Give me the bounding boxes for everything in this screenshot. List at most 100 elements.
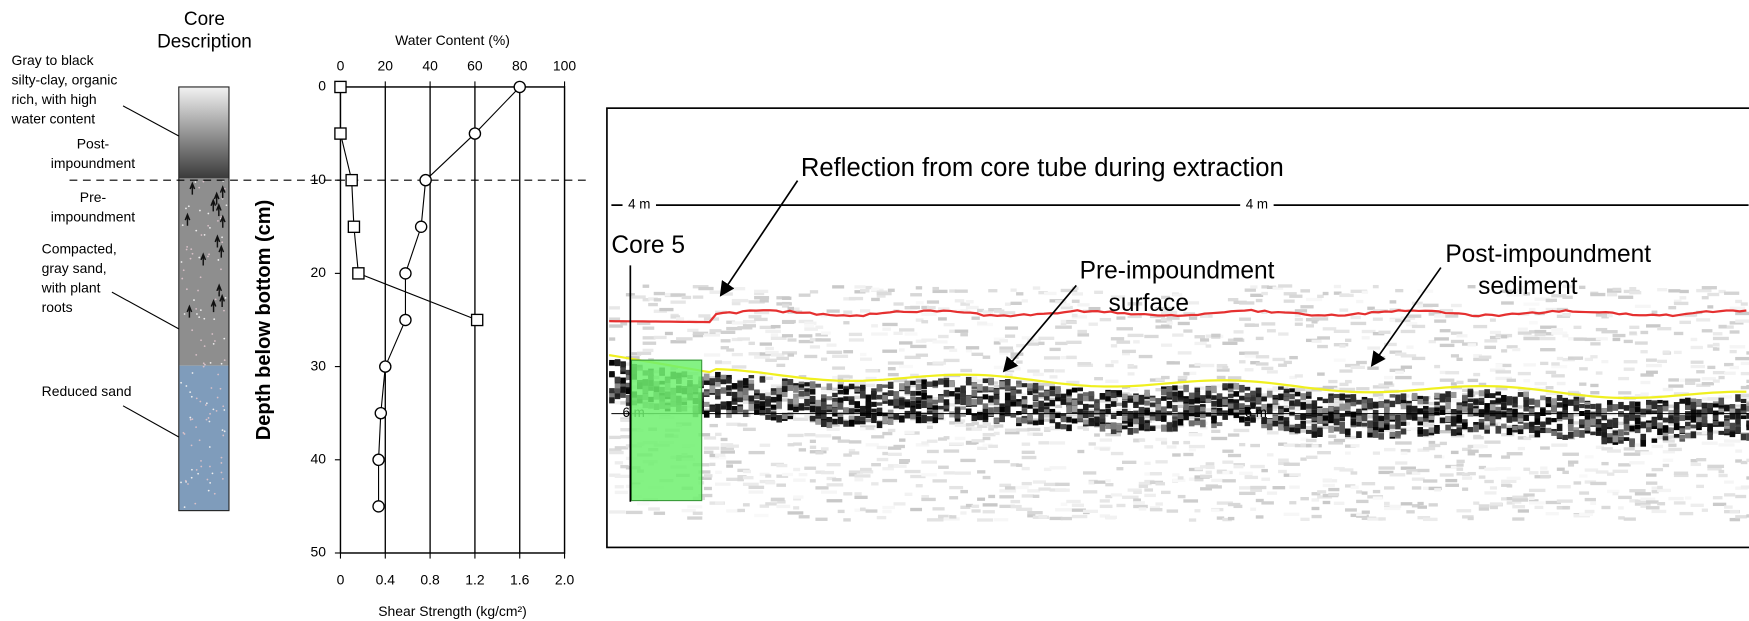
sonar-pixel	[1200, 406, 1206, 412]
sonar-pixel	[1389, 504, 1402, 509]
sonar-pixel	[988, 427, 994, 431]
sonar-pixel	[754, 296, 770, 300]
sonar-pixel	[843, 310, 853, 314]
sonar-pixel	[971, 439, 985, 443]
data-point	[334, 127, 347, 140]
sonar-pixel	[620, 390, 626, 398]
sonar-pixel	[999, 346, 1014, 350]
core-speckle	[182, 431, 185, 434]
sonar-pixel	[977, 446, 988, 451]
sonar-pixel	[787, 306, 794, 311]
sonar-pixel	[765, 398, 771, 407]
sonar-pixel	[1701, 382, 1714, 386]
sonar-pixel	[1595, 424, 1602, 428]
sonar-pixel	[1406, 510, 1415, 514]
sonar-pixel	[754, 395, 760, 400]
sonar-pixel	[1406, 405, 1412, 413]
sonar-pixel	[882, 412, 888, 417]
sonar-pixel	[1729, 345, 1746, 349]
data-point	[414, 220, 428, 234]
sonar-pixel	[871, 297, 880, 302]
sonar-pixel	[1517, 414, 1524, 423]
annotation: Reflection from core tube during extract…	[801, 154, 1284, 182]
sonar-pixel	[860, 470, 874, 474]
sonar-pixel	[921, 495, 930, 499]
sonar-pixel	[798, 385, 805, 391]
sonar-pixel	[1595, 371, 1603, 375]
sonar-pixel	[1227, 398, 1234, 403]
sonar-pixel	[1735, 414, 1741, 419]
sonar-pixel	[737, 397, 743, 403]
sonar-pixel	[1110, 398, 1119, 402]
sonar-pixel	[1417, 427, 1424, 433]
sonar-pixel	[993, 384, 1004, 389]
sonar-pixel	[1194, 478, 1204, 482]
sonar-pixel	[1004, 398, 1011, 406]
sonar-pixel	[1082, 396, 1089, 402]
sonar-pixel	[1272, 286, 1284, 290]
sonar-pixel	[982, 403, 989, 409]
sonar-pixel	[798, 403, 805, 411]
sonar-pixel	[1540, 422, 1546, 428]
sonar-pixel	[993, 396, 1000, 401]
sonar-pixel	[1384, 381, 1393, 385]
sonar-pixel	[1668, 427, 1674, 434]
plant-root	[186, 304, 193, 318]
sonar-pixel	[954, 387, 961, 393]
sonar-pixel	[1294, 317, 1303, 322]
sonar-pixel	[815, 338, 831, 342]
sonar-pixel	[1506, 293, 1523, 297]
sonar-pixel	[781, 380, 788, 389]
sonar-pixel	[748, 379, 755, 387]
core-speckle	[180, 261, 183, 263]
sonar-pixel	[631, 295, 646, 299]
sonar-pixel	[848, 415, 855, 420]
sonar-pixel	[804, 321, 817, 325]
sonar-pixel	[1027, 511, 1043, 515]
sonar-pixel	[1222, 410, 1228, 415]
sonar-pixel	[687, 328, 699, 333]
sonar-pixel	[754, 390, 760, 398]
sonar-pixel	[1690, 424, 1697, 429]
sonar-pixel	[1272, 394, 1279, 400]
sonar-pixel	[1595, 403, 1602, 411]
sonar-pixel	[642, 284, 650, 288]
sonar-pixel	[1138, 354, 1153, 359]
sonar-pixel	[731, 301, 741, 306]
sonar-pixel	[1729, 509, 1739, 514]
sonar-pixel	[1729, 349, 1737, 354]
sonar-pixel	[1523, 395, 1529, 402]
sonar-pixel	[1099, 504, 1113, 509]
sonar-pixel	[1657, 327, 1672, 331]
sonar-pixel	[904, 469, 921, 474]
sonar-pixel	[1690, 503, 1704, 508]
sonar-pixel	[965, 346, 980, 350]
sonar-pixel	[1255, 355, 1270, 359]
sonar-pixel	[1222, 471, 1230, 475]
sonar-pixel	[1216, 384, 1224, 388]
sonar-pixel	[781, 304, 790, 308]
sonar-pixel	[943, 380, 950, 388]
sonar-pixel	[1595, 470, 1609, 474]
sonar-pixel	[915, 416, 922, 424]
sonar-pixel	[720, 374, 727, 380]
sonar-pixel	[1372, 496, 1383, 500]
sonar-pixel	[1612, 417, 1619, 423]
sonar-pixel	[1261, 403, 1267, 410]
sonar-pixel	[1094, 480, 1106, 484]
sonar-pixel	[809, 389, 816, 395]
sonar-pixel	[832, 285, 845, 289]
sonar-pixel	[820, 331, 831, 335]
sonar-pixel	[1573, 427, 1580, 433]
sonar-pixel	[1662, 458, 1674, 462]
core-speckle	[190, 248, 193, 250]
sonar-pixel	[1579, 397, 1585, 403]
sonar-pixel	[865, 405, 872, 413]
sonar-pixel	[1400, 448, 1411, 453]
sonar-pixel	[614, 376, 621, 383]
sonar-pixel	[1361, 422, 1368, 427]
sonar-pixel	[1066, 389, 1072, 395]
sonar-pixel	[1423, 446, 1436, 451]
sonar-pixel	[698, 314, 711, 318]
sonar-pixel	[1473, 353, 1482, 358]
